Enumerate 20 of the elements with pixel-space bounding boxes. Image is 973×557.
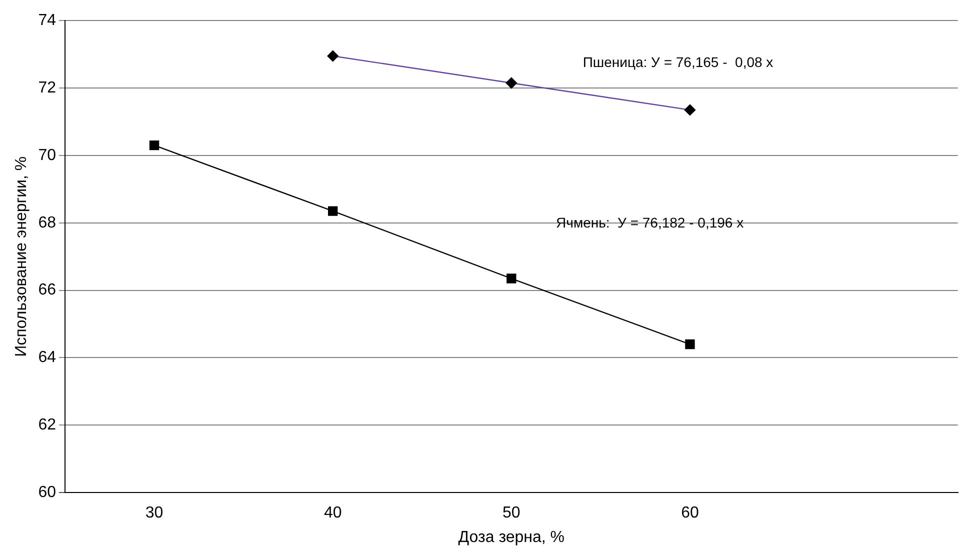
point [506, 274, 516, 284]
y-axis-title: Использование энергии, % [13, 156, 30, 357]
y-tick-label: 68 [38, 214, 56, 232]
y-tick-label: 70 [38, 146, 56, 164]
point [685, 339, 695, 350]
y-tick-label: 66 [38, 282, 56, 299]
x-tick-label: 40 [324, 504, 342, 522]
point [149, 140, 160, 150]
point [328, 206, 338, 216]
x-tick-label: 50 [502, 504, 520, 522]
y-tick-label: 62 [38, 416, 56, 434]
x-tick-label: 30 [145, 504, 164, 522]
y-tick-label: 74 [38, 12, 56, 30]
annotation: Ячмень: У = 76,182 - 0,196 х [556, 214, 744, 230]
y-tick-label: 64 [38, 349, 56, 366]
annotation: Пшеница: У = 76,165 - 0,08 х [582, 54, 774, 70]
y-tick-label: 60 [38, 484, 56, 502]
x-tick-label: 60 [681, 504, 699, 522]
y-tick-label: 72 [38, 79, 56, 96]
x-axis-title: Доза зерна, % [458, 528, 565, 546]
